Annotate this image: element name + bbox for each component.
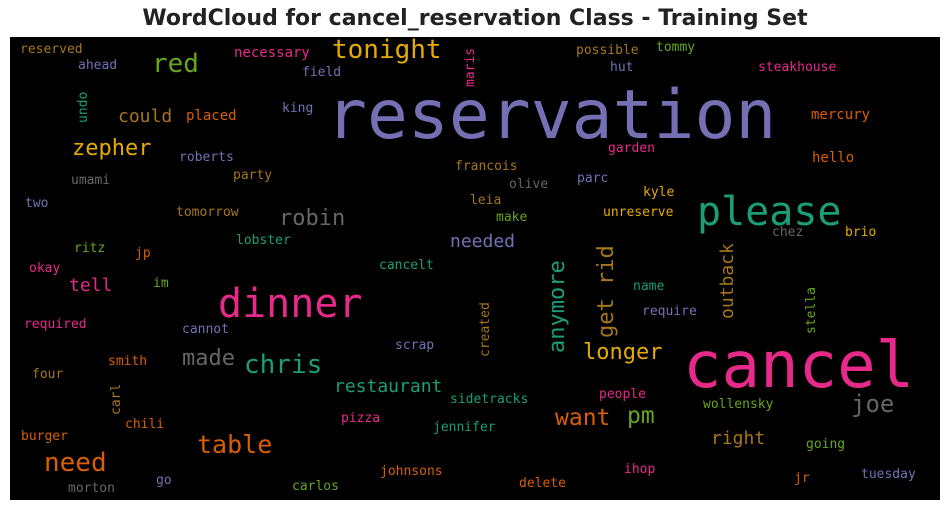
word-want: want xyxy=(555,405,611,431)
word-tommy: tommy xyxy=(656,40,696,55)
word-joe: joe xyxy=(851,390,895,418)
word-hut: hut xyxy=(610,60,634,75)
word-chez: chez xyxy=(772,225,804,240)
word-wollensky: wollensky xyxy=(703,397,774,412)
word-unreserve: unreserve xyxy=(603,205,674,220)
word-red: red xyxy=(152,49,199,79)
word-created: created xyxy=(478,302,493,357)
word-longer: longer xyxy=(583,340,663,365)
word-field: field xyxy=(302,65,342,80)
word-chris: chris xyxy=(244,350,323,380)
word-im: im xyxy=(153,276,169,291)
word-mercury: mercury xyxy=(811,107,871,123)
wordcloud-canvas: reservation cancel dinner please tonight red z… xyxy=(10,37,940,500)
word-made: made xyxy=(182,346,235,371)
word-could: could xyxy=(118,106,173,127)
word-smith: smith xyxy=(108,354,148,369)
word-name: name xyxy=(633,279,665,294)
word-dinner: dinner xyxy=(218,281,363,327)
word-cannot: cannot xyxy=(182,322,229,337)
word-leia: leia xyxy=(470,193,502,208)
word-jp: jp xyxy=(135,246,151,261)
word-reserved: reserved xyxy=(20,42,83,57)
word-ritz: ritz xyxy=(74,241,106,256)
word-lobster: lobster xyxy=(236,233,291,248)
word-johnsons: johnsons xyxy=(380,464,443,479)
word-scrap: scrap xyxy=(395,338,435,353)
word-going: going xyxy=(806,437,846,452)
word-parc: parc xyxy=(577,171,609,186)
word-right: right xyxy=(711,428,766,449)
word-placed: placed xyxy=(186,108,237,124)
word-please: please xyxy=(697,189,842,235)
word-okay: okay xyxy=(29,261,61,276)
word-olive: olive xyxy=(509,177,549,192)
word-required: required xyxy=(24,317,87,332)
word-brio: brio xyxy=(845,225,877,240)
word-umami: umami xyxy=(71,173,111,188)
word-ahead: ahead xyxy=(78,58,118,73)
word-delete: delete xyxy=(519,476,566,491)
word-zepher: zepher xyxy=(72,136,152,161)
word-carl: carl xyxy=(109,383,124,415)
word-kyle: kyle xyxy=(643,185,675,200)
word-maris: maris xyxy=(463,47,478,87)
word-chili: chili xyxy=(125,417,165,432)
word-tonight: tonight xyxy=(332,37,442,65)
word-possible: possible xyxy=(576,43,639,58)
word-robin: robin xyxy=(279,206,346,231)
word-cancel: cancel xyxy=(683,329,915,403)
word-party: party xyxy=(233,168,273,183)
word-ihop: ihop xyxy=(624,462,656,477)
word-tuesday: tuesday xyxy=(861,467,916,482)
word-two: two xyxy=(25,196,49,211)
word-get-rid: get rid xyxy=(594,245,619,338)
word-require: require xyxy=(642,304,697,319)
word-carlos: carlos xyxy=(292,479,339,494)
word-pizza: pizza xyxy=(341,411,381,426)
word-jr: jr xyxy=(794,471,810,486)
word-restaurant: restaurant xyxy=(334,376,443,397)
word-make: make xyxy=(496,210,528,225)
word-morton: morton xyxy=(68,481,115,496)
word-needed: needed xyxy=(450,231,516,252)
word-cancelt: cancelt xyxy=(379,258,434,273)
word-jennifer: jennifer xyxy=(433,420,496,435)
word-reservation: reservation xyxy=(326,76,777,155)
word-undo: undo xyxy=(76,91,91,123)
word-necessary: necessary xyxy=(234,45,310,61)
word-burger: burger xyxy=(21,429,68,444)
word-people: people xyxy=(599,387,646,402)
word-four: four xyxy=(32,367,64,382)
word-need: need xyxy=(44,448,107,478)
word-tell: tell xyxy=(69,275,113,296)
word-hello: hello xyxy=(812,150,855,166)
word-tomorrow: tomorrow xyxy=(176,205,239,220)
word-go: go xyxy=(156,473,172,488)
word-stella: stella xyxy=(804,287,819,334)
word-pm: pm xyxy=(627,403,655,429)
word-francois: francois xyxy=(455,159,518,174)
word-roberts: roberts xyxy=(179,150,234,165)
word-king: king xyxy=(282,101,314,116)
word-sidetracks: sidetracks xyxy=(450,392,529,407)
word-table: table xyxy=(197,430,273,459)
chart-title: WordCloud for cancel_reservation Class -… xyxy=(142,6,808,31)
word-outback: outback xyxy=(717,243,738,319)
word-anymore: anymore xyxy=(545,260,570,353)
word-garden: garden xyxy=(608,141,655,156)
word-steakhouse: steakhouse xyxy=(758,60,837,75)
